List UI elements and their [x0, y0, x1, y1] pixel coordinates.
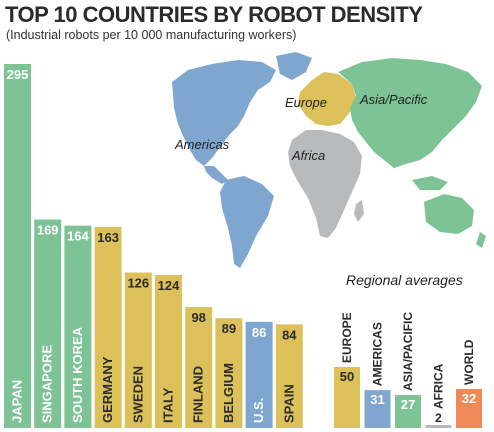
value-label-south-korea: 164: [67, 229, 89, 244]
map-label-asia-pacific: Asia/Pacific: [359, 92, 428, 107]
regional-label-americas: AMERICAS: [371, 322, 385, 386]
regional-label-africa: AFRICA: [432, 363, 446, 409]
map-europe: [298, 72, 356, 126]
chart-subtitle: (Industrial robots per 10 000 manufactur…: [6, 28, 297, 42]
regional-label-asia-pacific: ASIA/PACIFIC: [401, 312, 415, 391]
category-label-south-korea: SOUTH KOREA: [70, 326, 85, 423]
category-label-finland: FINLAND: [191, 366, 206, 423]
map-label-europe: Europe: [285, 95, 327, 110]
bar-japan: [4, 64, 31, 428]
regional-value-asia-pacific: 27: [401, 397, 415, 412]
bar-south-korea: [64, 225, 92, 428]
map-north-america: [172, 60, 276, 166]
map-greenland: [276, 52, 312, 80]
map-central-america: [204, 166, 228, 184]
regional-value-world: 32: [462, 391, 476, 406]
map-label-americas: Americas: [174, 137, 230, 152]
regional-bars: 50 EUROPE 31 AMERICAS 27 ASIA/PACIFIC 2 AFRICA 3…: [334, 312, 482, 428]
bar-sweden: [124, 272, 152, 428]
regional-label-europe: EUROPE: [340, 312, 354, 363]
bar-finland: [185, 307, 213, 428]
map-new-zealand: [476, 232, 486, 248]
value-label-italy: 124: [158, 278, 180, 293]
bar-belgium: [215, 318, 243, 428]
map-label-africa: Africa: [291, 148, 325, 163]
map-asia: [338, 58, 482, 168]
category-label-japan: JAPAN: [10, 380, 25, 423]
bar-italy: [155, 274, 182, 428]
map-australia: [424, 194, 474, 234]
regional-value-europe: 50: [340, 369, 354, 384]
category-label-belgium: BELGIUM: [221, 363, 236, 423]
main-bars: 295 JAPAN 169 SINGAPORE 164 SOUTH KOREA 163 GER…: [4, 64, 303, 428]
category-label-italy: ITALY: [161, 387, 176, 423]
value-label-spain: 84: [282, 327, 297, 342]
map-madagascar: [354, 200, 364, 222]
value-label-singapore: 169: [37, 222, 59, 237]
category-label-singapore: SINGAPORE: [40, 345, 55, 423]
map-africa: [288, 130, 362, 238]
regional-bar-world: [456, 388, 482, 428]
regional-bar-americas: [364, 390, 391, 428]
category-label-spain: SPAIN: [281, 384, 296, 423]
bar-singapore: [34, 219, 62, 428]
category-label-sweden: SWEDEN: [130, 366, 145, 423]
value-label-finland: 98: [191, 310, 205, 325]
regional-value-americas: 31: [370, 392, 384, 407]
world-map: [172, 52, 486, 268]
value-label-germany: 163: [97, 230, 119, 245]
regional-value-africa: 2: [435, 411, 442, 425]
category-label-u-s: U.S.: [251, 398, 266, 423]
category-label-germany: GERMANY: [100, 356, 115, 423]
bar-u-s: [245, 321, 273, 428]
chart-title: TOP 10 COUNTRIES BY ROBOT DENSITY: [5, 2, 423, 27]
bar-spain: [275, 324, 303, 428]
regional-bar-asia-pacific: [395, 395, 421, 428]
regional-bar-africa: [425, 425, 452, 428]
value-label-japan: 295: [7, 67, 29, 82]
map-indonesia: [412, 176, 448, 190]
value-label-belgium: 89: [222, 321, 236, 336]
regional-averages-title: Regional averages: [346, 272, 463, 288]
regional-bar-europe: [334, 367, 360, 428]
regional-label-world: WORLD: [462, 339, 476, 385]
bar-germany: [94, 226, 122, 428]
map-south-america: [220, 176, 274, 268]
value-label-u-s: 86: [252, 325, 266, 340]
value-label-sweden: 126: [127, 276, 149, 291]
